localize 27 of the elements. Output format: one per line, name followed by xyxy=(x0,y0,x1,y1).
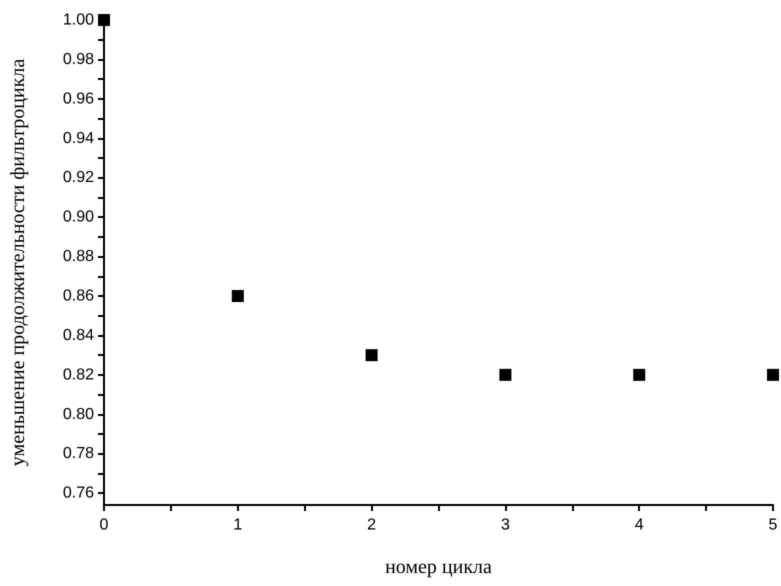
y-tick-label: 0.98 xyxy=(62,50,94,68)
y-tick-label: 0.88 xyxy=(62,248,94,266)
point xyxy=(366,349,378,362)
y-tick-label: 0.94 xyxy=(62,130,94,147)
point xyxy=(767,368,779,381)
x-tick-label: 3 xyxy=(500,516,510,534)
x-tick-label: 2 xyxy=(367,516,376,534)
point xyxy=(499,368,512,381)
y-tick-label: 0.96 xyxy=(62,90,94,108)
point xyxy=(232,290,244,302)
y-tick-label: 0.92 xyxy=(62,169,94,186)
y-tick-label: 0.86 xyxy=(62,288,94,305)
x-tick-label: 5 xyxy=(768,516,778,534)
y-tick-label: 1.00 xyxy=(62,12,94,28)
y-tick-label: 0.76 xyxy=(62,484,94,502)
x-tick-label: 1 xyxy=(233,516,242,534)
x-tick-label: 0 xyxy=(100,516,109,534)
y-axis-title: уменьшение продолжительности фильтроцикла xyxy=(7,58,29,466)
y-tick-label: 0.84 xyxy=(62,326,94,344)
x-axis-title: номер цикла xyxy=(385,556,492,578)
x-tick-label: 4 xyxy=(634,516,644,534)
y-tick-label: 0.82 xyxy=(62,366,94,384)
y-tick-label: 0.80 xyxy=(62,406,94,423)
point xyxy=(98,14,110,26)
y-tick-label: 0.78 xyxy=(62,445,94,462)
y-tick-label: 0.90 xyxy=(62,208,94,226)
point xyxy=(633,368,646,381)
